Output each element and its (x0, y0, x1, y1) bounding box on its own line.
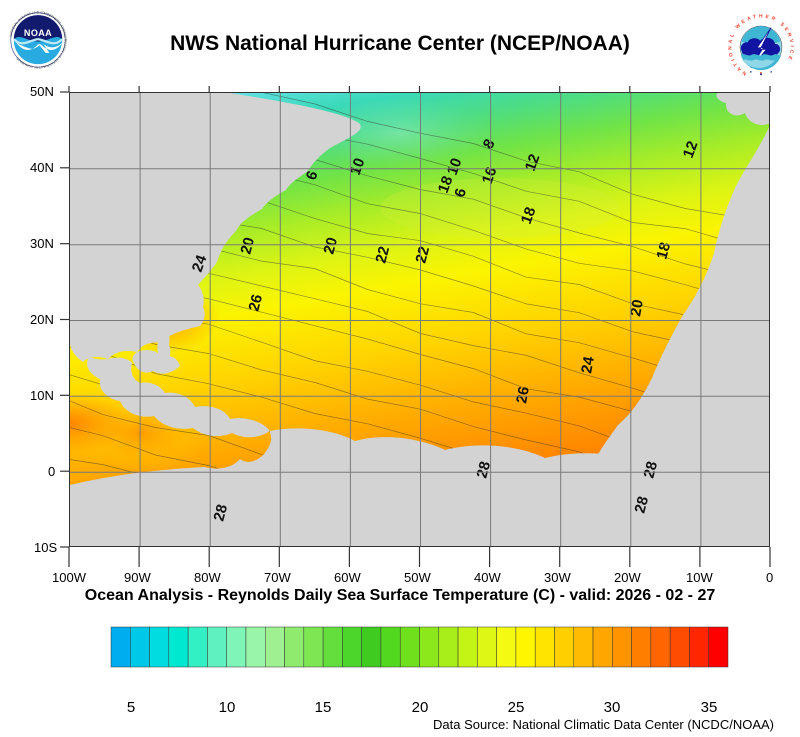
svg-text:5: 5 (127, 699, 135, 716)
svg-text:35: 35 (701, 699, 718, 716)
svg-text:20: 20 (412, 699, 429, 716)
svg-text:15: 15 (315, 699, 332, 716)
svg-text:10: 10 (219, 699, 236, 716)
svg-text:30: 30 (604, 699, 621, 716)
svg-text:25: 25 (508, 699, 525, 716)
